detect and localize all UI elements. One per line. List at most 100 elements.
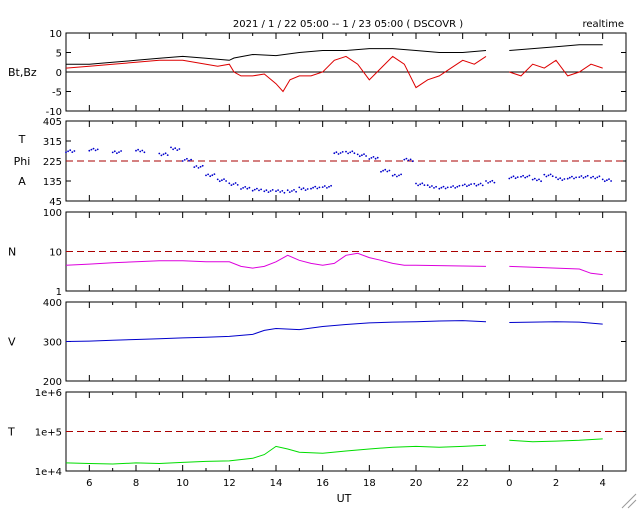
data-point [310, 187, 312, 190]
data-point [298, 186, 301, 189]
data-point [522, 174, 524, 177]
data-point [335, 151, 338, 154]
data-point [528, 174, 531, 177]
data-point [267, 191, 270, 194]
data-point [345, 150, 347, 153]
data-point [316, 187, 319, 190]
x-axis-label: UT [337, 492, 352, 505]
data-point [174, 147, 177, 150]
y-tick-label: -10 [46, 107, 62, 118]
data-point [201, 164, 204, 167]
data-point [265, 189, 268, 192]
data-point [207, 173, 210, 176]
data-point [386, 170, 389, 173]
data-point [435, 185, 437, 188]
data-point [211, 174, 214, 177]
data-point [242, 187, 245, 189]
resize-grip [621, 493, 637, 509]
data-point [463, 183, 466, 186]
data-point [321, 186, 324, 189]
data-point [170, 146, 172, 149]
x-tick-label: 16 [316, 478, 329, 489]
data-point [584, 175, 587, 178]
data-point [510, 176, 513, 179]
series-line-2 [65, 55, 603, 93]
data-point [442, 185, 445, 188]
data-point [446, 186, 449, 189]
data-point [190, 158, 193, 161]
data-point [94, 149, 97, 152]
y-axis-label: A [18, 175, 26, 188]
data-point [277, 189, 279, 192]
data-point [337, 153, 340, 155]
data-point [199, 165, 202, 168]
data-point [409, 158, 412, 161]
data-point [475, 184, 478, 187]
series-line-1 [65, 320, 603, 342]
data-point [143, 151, 146, 154]
x-tick-label: 10 [176, 478, 189, 489]
data-point [543, 173, 546, 176]
data-point [368, 158, 371, 160]
x-tick-label: 8 [133, 478, 139, 489]
resize-grip [627, 499, 637, 509]
data-point [326, 187, 328, 189]
data-point [582, 177, 585, 179]
data-point [230, 184, 233, 187]
data-point [139, 150, 142, 153]
data-point [417, 184, 419, 187]
data-point [403, 158, 406, 161]
data-point [551, 175, 554, 178]
data-point [365, 155, 367, 157]
data-point [279, 191, 282, 193]
panel-1: 10 5 0 -5 -10 Bt,Bz [8, 29, 627, 118]
data-point [164, 152, 167, 155]
y-tick-label: -5 [52, 88, 62, 99]
data-point [361, 154, 363, 157]
x-tick-label: 18 [363, 478, 376, 489]
data-point [253, 188, 256, 191]
data-point [461, 184, 464, 187]
data-point [438, 187, 441, 190]
data-point [288, 191, 291, 194]
y-tick-label: 100 [43, 208, 62, 219]
data-point [598, 175, 601, 178]
x-tick-label: 6 [86, 478, 92, 489]
data-point [116, 152, 118, 155]
y-tick-label: 10 [49, 29, 62, 40]
panel-4: 400 300 200 V [8, 298, 627, 388]
data-point [540, 180, 542, 183]
y-tick-label: 135 [43, 177, 62, 188]
data-point [248, 186, 251, 189]
data-point [188, 159, 190, 162]
x-tick-label: 12 [223, 478, 236, 489]
data-point [330, 184, 332, 187]
data-point [166, 154, 169, 157]
data-point [213, 173, 216, 176]
data-point [160, 154, 163, 157]
data-point [568, 176, 571, 179]
data-point [456, 185, 459, 188]
data-point [592, 175, 594, 178]
panel-frame [65, 301, 627, 382]
data-point [358, 155, 361, 158]
y-tick-label: 0 [56, 68, 62, 79]
y-axis-label: T [18, 133, 26, 146]
data-point [477, 183, 480, 186]
data-point [186, 157, 188, 160]
data-point [363, 153, 365, 156]
data-point [236, 184, 239, 186]
data-point [351, 150, 354, 153]
data-point [71, 151, 74, 154]
data-point [90, 148, 93, 151]
data-point [113, 150, 116, 153]
data-point [314, 185, 317, 188]
data-point [549, 173, 552, 176]
data-point [536, 179, 538, 182]
data-point [328, 185, 330, 188]
data-point [468, 184, 470, 187]
y-tick-label: 10 [49, 248, 62, 259]
data-point [559, 177, 562, 180]
data-point [137, 148, 140, 151]
